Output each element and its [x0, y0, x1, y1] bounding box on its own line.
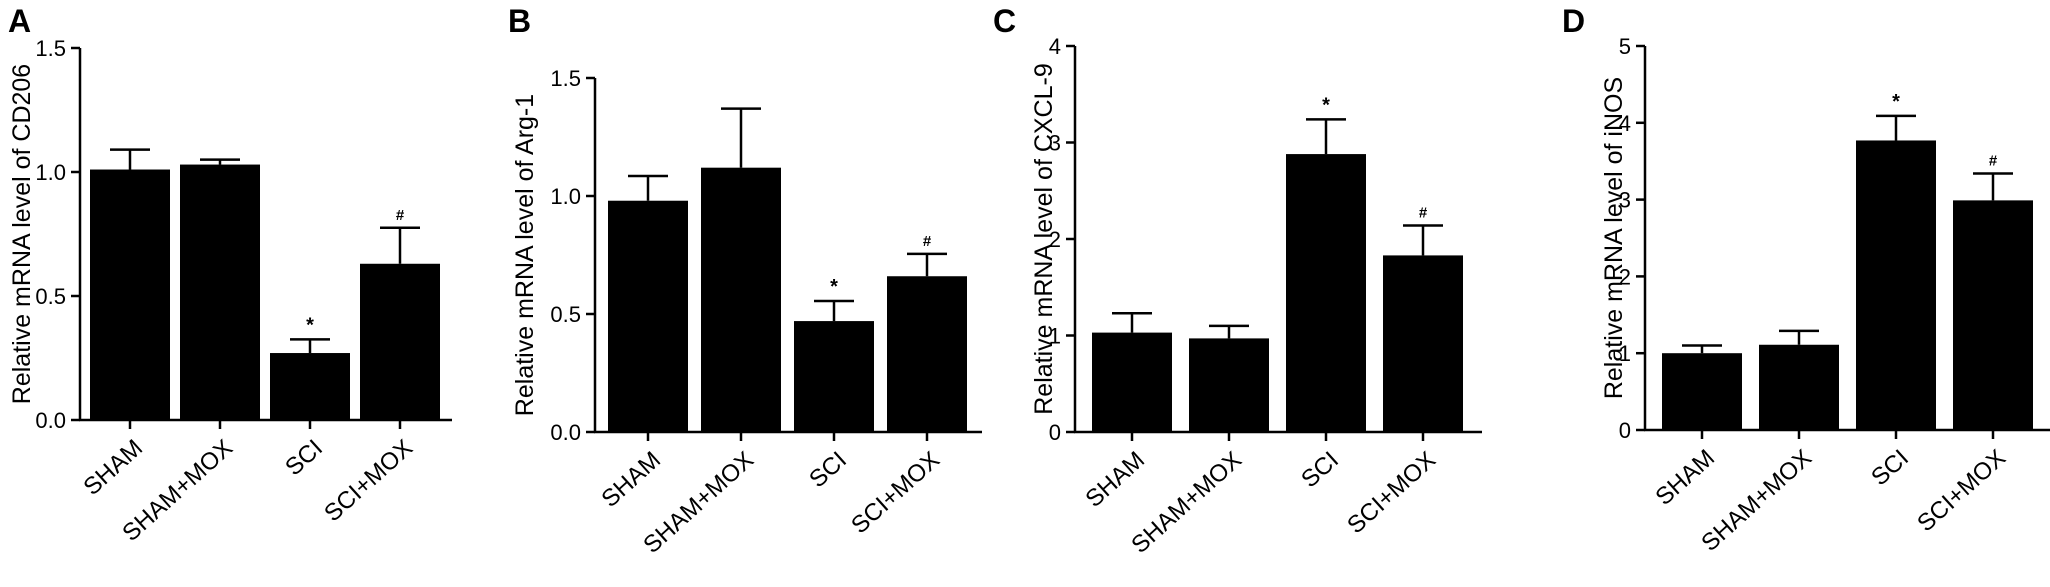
category-label: SCI — [1866, 444, 1914, 491]
bar — [1759, 344, 1839, 430]
significance-mark: * — [306, 314, 314, 336]
y-tick-label: 3 — [1619, 188, 1631, 213]
y-tick-label: 1 — [1049, 324, 1061, 349]
significance-mark: # — [923, 233, 932, 250]
panel-a: A Relative mRNA level of CD206 0.0 0.5 1.0 1.… — [8, 3, 452, 547]
y-tick-label: 1.0 — [550, 184, 581, 209]
y-tick-label: 0 — [1619, 418, 1631, 443]
bar — [180, 164, 260, 420]
bar — [1383, 255, 1463, 432]
bar — [1856, 140, 1936, 431]
category-label: SCI — [1296, 446, 1344, 493]
category-label: SCI+MOX — [1342, 446, 1441, 539]
y-tick-label: 2 — [1619, 264, 1631, 289]
y-tick-label: 0 — [1049, 420, 1061, 445]
bar — [1092, 332, 1172, 432]
y-tick-label: 3 — [1049, 131, 1061, 156]
category-label: SHAM — [1650, 444, 1720, 510]
significance-mark: * — [1322, 94, 1330, 116]
panel-letter: B — [508, 3, 531, 39]
y-tick-label: 1 — [1619, 341, 1631, 366]
y-tick-label: 1.5 — [550, 66, 581, 91]
panel-b: B Relative mRNA level of Arg-1 0.0 0.5 1.0 1.… — [508, 3, 982, 559]
significance-mark: # — [1419, 204, 1428, 221]
bar — [608, 200, 688, 432]
bar — [1953, 200, 2033, 430]
bar — [1286, 154, 1366, 432]
bar — [270, 353, 350, 420]
category-label: SCI+MOX — [319, 434, 418, 527]
y-tick-label: 0.0 — [35, 408, 66, 433]
category-label: SCI+MOX — [846, 446, 945, 539]
category-label: SCI — [804, 446, 852, 493]
panel-letter: A — [8, 3, 31, 39]
bar — [360, 263, 440, 420]
significance-mark: * — [1892, 91, 1900, 113]
y-axis-label: Relative mRNA level of CXCL-9 — [1030, 63, 1058, 415]
y-axis-label: Relative mRNA level of iNOS — [1600, 77, 1628, 399]
y-tick-label: 2 — [1049, 227, 1061, 252]
y-tick-label: 0.0 — [550, 420, 581, 445]
category-label: SCI+MOX — [1912, 444, 2011, 537]
category-label: SCI — [280, 434, 328, 481]
y-axis-label: Relative mRNA level of Arg-1 — [511, 94, 539, 416]
y-tick-label: 4 — [1619, 111, 1631, 136]
bar — [887, 276, 967, 432]
bar — [1189, 338, 1269, 432]
y-tick-label: 5 — [1619, 34, 1631, 59]
category-label: SHAM — [596, 446, 666, 512]
category-label: SHAM — [1080, 446, 1150, 512]
bar — [1662, 353, 1742, 430]
y-axis-label: Relative mRNA level of CD206 — [8, 64, 36, 404]
panel-letter: D — [1562, 3, 1585, 39]
significance-mark: # — [396, 207, 405, 224]
bar — [90, 169, 170, 420]
y-tick-label: 1.5 — [35, 36, 66, 61]
y-tick-label: 0.5 — [550, 302, 581, 327]
y-tick-label: 4 — [1049, 34, 1061, 59]
category-label: SHAM — [78, 434, 148, 500]
panel-c: C Relative mRNA level of CXCL-9 0 1 2 3 4 SHAM S… — [993, 3, 1482, 559]
y-tick-label: 1.0 — [35, 160, 66, 185]
bar — [701, 167, 781, 432]
y-tick-label: 0.5 — [35, 284, 66, 309]
bar — [794, 321, 874, 432]
significance-mark: # — [1989, 152, 1998, 169]
significance-mark: * — [830, 276, 838, 298]
panel-letter: C — [993, 3, 1016, 39]
